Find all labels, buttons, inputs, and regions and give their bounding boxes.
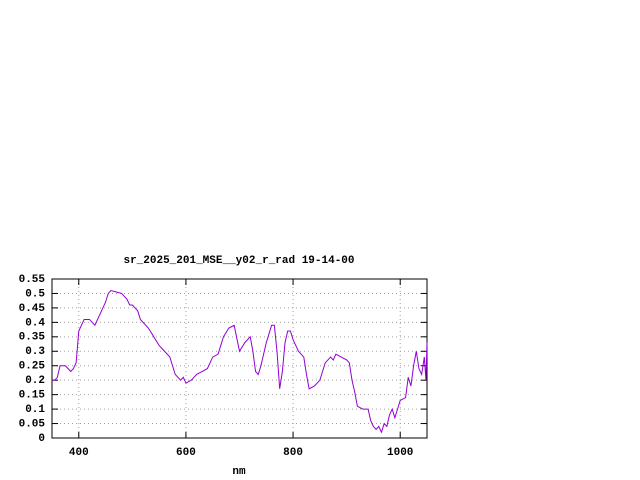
y-tick-label: 0.45 bbox=[19, 303, 46, 315]
y-tick-label: 0.1 bbox=[25, 404, 45, 416]
y-tick-label: 0.15 bbox=[19, 390, 46, 402]
y-tick-label: 0.05 bbox=[19, 418, 46, 430]
y-tick-label: 0.35 bbox=[19, 332, 46, 344]
plot-frame bbox=[51, 278, 428, 439]
x-tick-label: 600 bbox=[176, 447, 196, 459]
y-tick-label: 0.4 bbox=[25, 317, 45, 329]
y-tick-label: 0 bbox=[38, 433, 45, 445]
y-tick-label: 0.3 bbox=[25, 346, 45, 358]
x-tick-label: 400 bbox=[69, 447, 89, 459]
x-tick-label: 800 bbox=[283, 447, 303, 459]
y-tick-label: 0.55 bbox=[19, 274, 46, 286]
data-line bbox=[52, 289, 428, 434]
y-tick-label: 0.2 bbox=[25, 375, 45, 387]
chart-title: sr_2025_201_MSE__y02_r_rad 19-14-00 bbox=[123, 255, 354, 267]
y-tick-label: 0.5 bbox=[25, 288, 45, 300]
x-tick-label: 1000 bbox=[387, 447, 413, 459]
y-tick-label: 0.25 bbox=[19, 361, 46, 373]
x-axis-label: nm bbox=[232, 466, 246, 478]
